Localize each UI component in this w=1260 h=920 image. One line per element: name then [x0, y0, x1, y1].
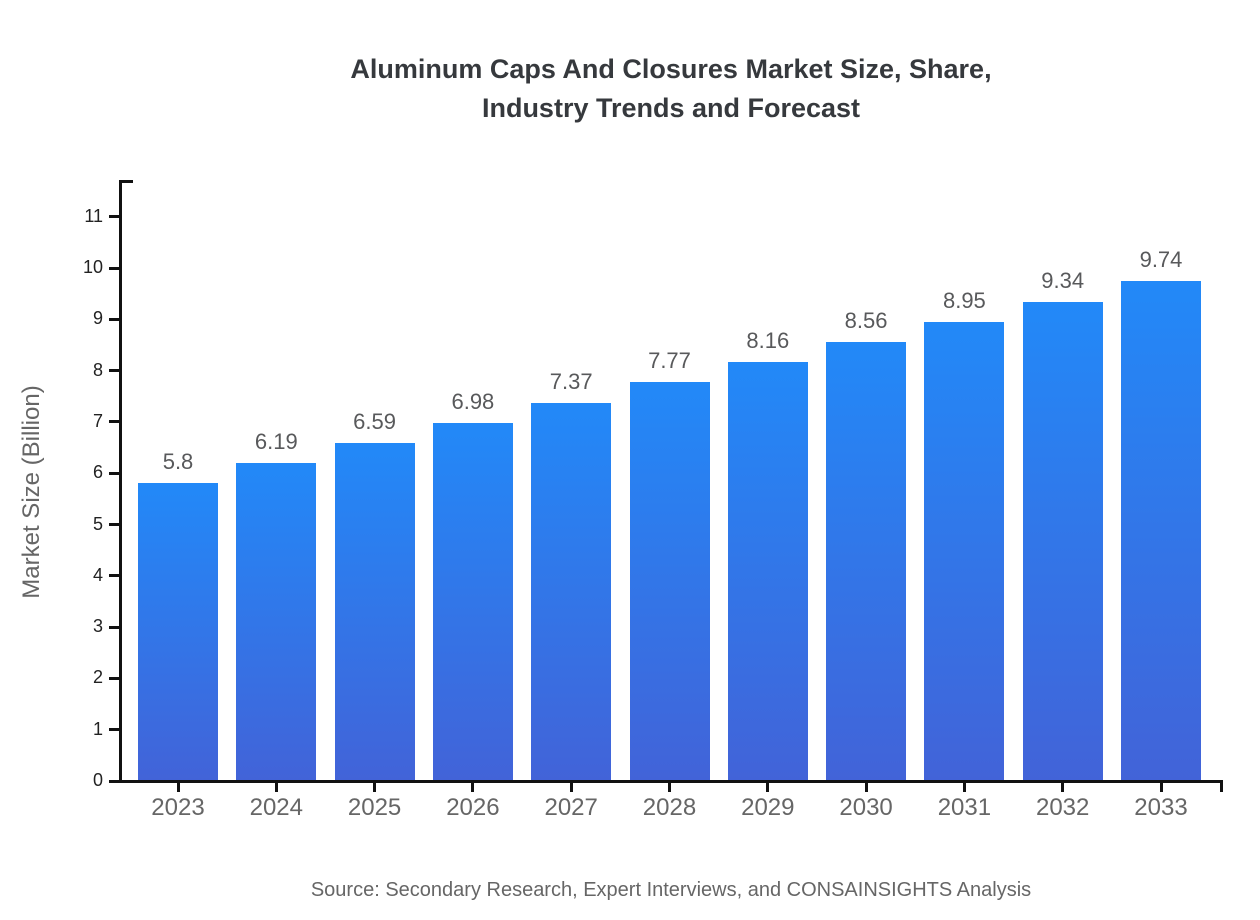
- bar-2026: [432, 422, 513, 781]
- y-tick-3: [109, 625, 119, 629]
- y-tick-label-5: 5: [92, 513, 103, 534]
- bar-value-2029: 8.16: [746, 328, 790, 354]
- y-tick-label-1: 1: [92, 718, 103, 739]
- y-tick-10: [109, 266, 119, 270]
- y-tick-9: [109, 317, 119, 321]
- x-tick-2023: [176, 782, 180, 792]
- bar-value-2028: 7.77: [648, 348, 691, 374]
- y-tick-1: [109, 728, 119, 732]
- bar-2032: [1022, 301, 1103, 781]
- y-tick-5: [109, 523, 119, 526]
- y-tick-0: [109, 779, 119, 783]
- bar-value-2025: 6.59: [353, 408, 396, 434]
- bar-2028: [629, 382, 710, 781]
- x-tick-2026: [471, 782, 475, 792]
- y-axis-line: [119, 180, 122, 783]
- bar-value-2032: 9.34: [1041, 267, 1085, 293]
- x-tick-label-2029: 2029: [741, 794, 795, 821]
- x-tick-2024: [274, 782, 278, 792]
- bar-value-2031: 8.95: [942, 287, 986, 313]
- bar-value-2033: 9.74: [1139, 247, 1183, 273]
- x-tick-label-2033: 2033: [1134, 794, 1188, 821]
- bar-value-2024: 6.19: [254, 429, 298, 455]
- source-note: Source: Secondary Research, Expert Inter…: [310, 879, 1032, 901]
- bar-2031: [924, 321, 1005, 781]
- x-tick-2030: [864, 782, 868, 792]
- x-tick-label-2026: 2026: [446, 794, 500, 821]
- bar-2027: [531, 402, 612, 781]
- x-tick-label-2030: 2030: [839, 794, 893, 821]
- x-tick-2025: [373, 782, 377, 792]
- chart-title-line2: Industry Trends and Forecast: [481, 93, 861, 123]
- bar-value-2026: 6.98: [451, 388, 495, 414]
- y-tick-6: [109, 471, 119, 475]
- y-tick-label-3: 3: [92, 616, 103, 637]
- y-tick-label-7: 7: [92, 410, 103, 431]
- x-axis-end-cap: [1220, 780, 1223, 792]
- y-tick-8: [109, 369, 119, 373]
- x-tick-2027: [569, 782, 573, 792]
- bar-value-2023: 5.8: [162, 449, 194, 475]
- x-axis-line: [119, 780, 1223, 783]
- bar-2024: [236, 463, 317, 781]
- bar-2023: [138, 483, 218, 781]
- x-tick-label-2028: 2028: [642, 794, 697, 821]
- y-tick-label-10: 10: [82, 257, 103, 277]
- x-tick-label-2024: 2024: [249, 794, 303, 821]
- y-tick-label-0: 0: [92, 770, 103, 790]
- y-tick-11: [109, 215, 119, 219]
- bar-2025: [334, 442, 415, 781]
- bar-value-2030: 8.56: [844, 307, 888, 333]
- x-tick-label-2025: 2025: [347, 794, 402, 821]
- chart-title: Aluminum Caps And Closures Market Size, …: [121, 50, 1221, 128]
- bar-2033: [1121, 281, 1201, 781]
- bar-value-2027: 7.37: [549, 368, 593, 394]
- x-tick-label-2027: 2027: [544, 794, 598, 821]
- y-tick-label-4: 4: [92, 564, 103, 585]
- y-tick-label-2: 2: [92, 667, 103, 688]
- y-tick-7: [109, 420, 119, 424]
- x-tick-2031: [962, 782, 966, 792]
- x-tick-2033: [1159, 782, 1163, 792]
- x-tick-2029: [766, 782, 770, 792]
- y-tick-label-8: 8: [92, 359, 103, 380]
- bar-2030: [826, 341, 907, 781]
- y-tick-label-11: 11: [84, 205, 103, 226]
- bar-2029: [727, 362, 808, 781]
- y-tick-label-9: 9: [92, 308, 103, 329]
- y-axis-label: Market Size (Billion): [18, 385, 45, 599]
- y-axis-end-cap: [119, 180, 133, 183]
- x-tick-2032: [1061, 782, 1065, 792]
- x-tick-label-2023: 2023: [151, 794, 205, 821]
- chart-title-line1: Aluminum Caps And Closures Market Size, …: [350, 54, 992, 84]
- y-tick-label-6: 6: [92, 462, 103, 483]
- x-tick-2028: [668, 782, 671, 792]
- y-tick-4: [109, 574, 119, 578]
- y-tick-2: [109, 676, 119, 680]
- x-tick-label-2032: 2032: [1035, 794, 1090, 821]
- x-tick-label-2031: 2031: [937, 794, 992, 821]
